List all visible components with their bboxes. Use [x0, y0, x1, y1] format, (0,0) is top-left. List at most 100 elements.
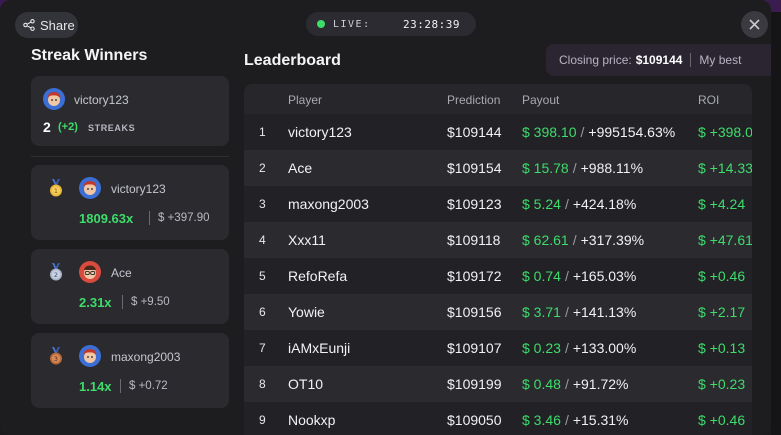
- payout-amount: $ 3.46: [522, 412, 561, 428]
- share-icon: [23, 19, 35, 31]
- closing-separator: [690, 53, 692, 67]
- payout-amount: $ 15.78: [522, 160, 569, 176]
- payout-slash: /: [572, 160, 577, 176]
- row-player: iAMxEunji: [288, 340, 351, 356]
- medal-rank: 1: [54, 187, 58, 195]
- table-row: 5 RefoRefa $109172 $ 0.74/+165.03% $ +0.46: [244, 258, 752, 294]
- medal-rank: 3: [54, 355, 58, 363]
- payout-percent: +988.11%: [580, 160, 644, 176]
- row-payout: $ 0.74/+165.03%: [522, 268, 636, 284]
- avatar-icon: [79, 177, 101, 199]
- row-payout: $ 62.61/+317.39%: [522, 232, 644, 248]
- avatar-icon: [79, 345, 101, 367]
- payout-slash: /: [580, 124, 585, 140]
- payout-percent: +133.00%: [572, 340, 637, 356]
- table-row: 8 OT10 $109199 $ 0.48/+91.72% $ +0.23: [244, 366, 752, 402]
- live-time: 23:28:39: [403, 17, 460, 31]
- row-prediction: $109144: [447, 124, 502, 140]
- table-row: 6 Yowie $109156 $ 3.71/+141.13% $ +2.17: [244, 294, 752, 330]
- row-rank: 9: [259, 413, 266, 427]
- divider: [31, 156, 229, 157]
- top-streak-card: victory123 2 (+2) STREAKS: [31, 76, 229, 146]
- payout-slash: /: [564, 304, 569, 320]
- row-prediction: $109172: [447, 268, 502, 284]
- row-rank: 6: [259, 305, 266, 319]
- row-rank: 1: [259, 125, 266, 139]
- payout-amount: $ 3.71: [522, 304, 561, 320]
- row-prediction: $109123: [447, 196, 502, 212]
- top-streak-user: victory123: [74, 93, 129, 107]
- row-roi: $ +4.24: [698, 196, 746, 212]
- row-prediction: $109107: [447, 340, 502, 356]
- payout-percent: +995154.63%: [588, 124, 676, 140]
- column-roi: ROI: [698, 93, 720, 107]
- payout-slash: /: [564, 412, 569, 428]
- close-button[interactable]: [741, 11, 768, 38]
- row-roi: $ +14.33: [698, 160, 752, 176]
- closing-price-bar: Closing price: $109144 My best: [546, 44, 771, 76]
- gold-medal-icon: 1: [50, 179, 62, 197]
- row-rank: 3: [259, 197, 266, 211]
- row-payout: $ 3.46/+15.31%: [522, 412, 629, 428]
- winner-card-3: 3 maxong2003 1.14x $ +0.72: [31, 333, 229, 408]
- payout-percent: +91.72%: [572, 376, 629, 392]
- live-label: LIVE:: [333, 18, 371, 30]
- winner-multiplier: 1.14x: [79, 379, 112, 394]
- row-roi: $ +0.13: [698, 340, 746, 356]
- row-payout: $ 5.24/+424.18%: [522, 196, 636, 212]
- silver-medal-icon: 2: [50, 263, 62, 281]
- streak-plus: (+2): [58, 121, 78, 133]
- winner-card-2: 2 Ace 2.31x $ +9.50: [31, 249, 229, 324]
- table-row: 3 maxong2003 $109123 $ 5.24/+424.18% $ +4.24: [244, 186, 752, 222]
- payout-amount: $ 5.24: [522, 196, 561, 212]
- my-best-tab[interactable]: My best: [699, 53, 742, 67]
- share-button[interactable]: Share: [15, 12, 78, 38]
- row-payout: $ 0.48/+91.72%: [522, 376, 629, 392]
- winner-user: Ace: [111, 266, 132, 280]
- payout-slash: /: [564, 196, 569, 212]
- avatar-icon: [43, 88, 65, 110]
- winner-user: victory123: [111, 182, 166, 196]
- row-roi: $ +0.23: [698, 376, 746, 392]
- row-player: Ace: [288, 160, 313, 176]
- winner-multiplier: 1809.63x: [79, 211, 134, 226]
- table-row: 7 iAMxEunji $109107 $ 0.23/+133.00% $ +0.13: [244, 330, 752, 366]
- row-payout: $ 398.10/+995154.63%: [522, 124, 675, 140]
- share-label: Share: [40, 17, 75, 33]
- row-roi: $ +2.17: [698, 304, 746, 320]
- payout-percent: +424.18%: [572, 196, 637, 212]
- row-rank: 7: [259, 341, 266, 355]
- row-roi: $ +398.0: [698, 124, 752, 140]
- payout-percent: +141.13%: [572, 304, 637, 320]
- closing-price-value: $109144: [635, 53, 683, 67]
- winner-profit: $ +0.72: [129, 380, 168, 392]
- table-row: 4 Xxx11 $109118 $ 62.61/+317.39% $ +47.61: [244, 222, 752, 258]
- value-separator: [122, 295, 123, 309]
- row-rank: 2: [259, 161, 266, 175]
- row-roi: $ +0.46: [698, 268, 746, 284]
- row-prediction: $109156: [447, 304, 502, 320]
- row-roi: $ +47.61: [698, 232, 752, 248]
- closing-price-label: Closing price:: [559, 53, 632, 67]
- column-payout: Payout: [522, 93, 560, 107]
- winner-profit: $ +9.50: [131, 296, 170, 308]
- table-header: Player Prediction Payout ROI: [244, 84, 752, 114]
- row-player: maxong2003: [288, 196, 369, 212]
- payout-amount: $ 0.48: [522, 376, 561, 392]
- live-dot-icon: [317, 20, 325, 28]
- payout-slash: /: [564, 340, 569, 356]
- value-separator: [149, 211, 150, 225]
- streak-winners-title: Streak Winners: [31, 47, 148, 64]
- row-player: OT10: [288, 376, 324, 392]
- payout-amount: $ 398.10: [522, 124, 577, 140]
- backdrop-edge: [771, 12, 781, 435]
- table-row: 9 Nookxp $109050 $ 3.46/+15.31% $ +0.46: [244, 402, 752, 435]
- row-rank: 4: [259, 233, 266, 247]
- winner-card-1: 1 victory123 1809.63x $ +397.90: [31, 165, 229, 240]
- payout-amount: $ 0.74: [522, 268, 561, 284]
- close-icon: [749, 19, 760, 30]
- row-player: Yowie: [288, 304, 325, 320]
- leaderboard-title: Leaderboard: [244, 52, 341, 69]
- bronze-medal-icon: 3: [50, 347, 62, 365]
